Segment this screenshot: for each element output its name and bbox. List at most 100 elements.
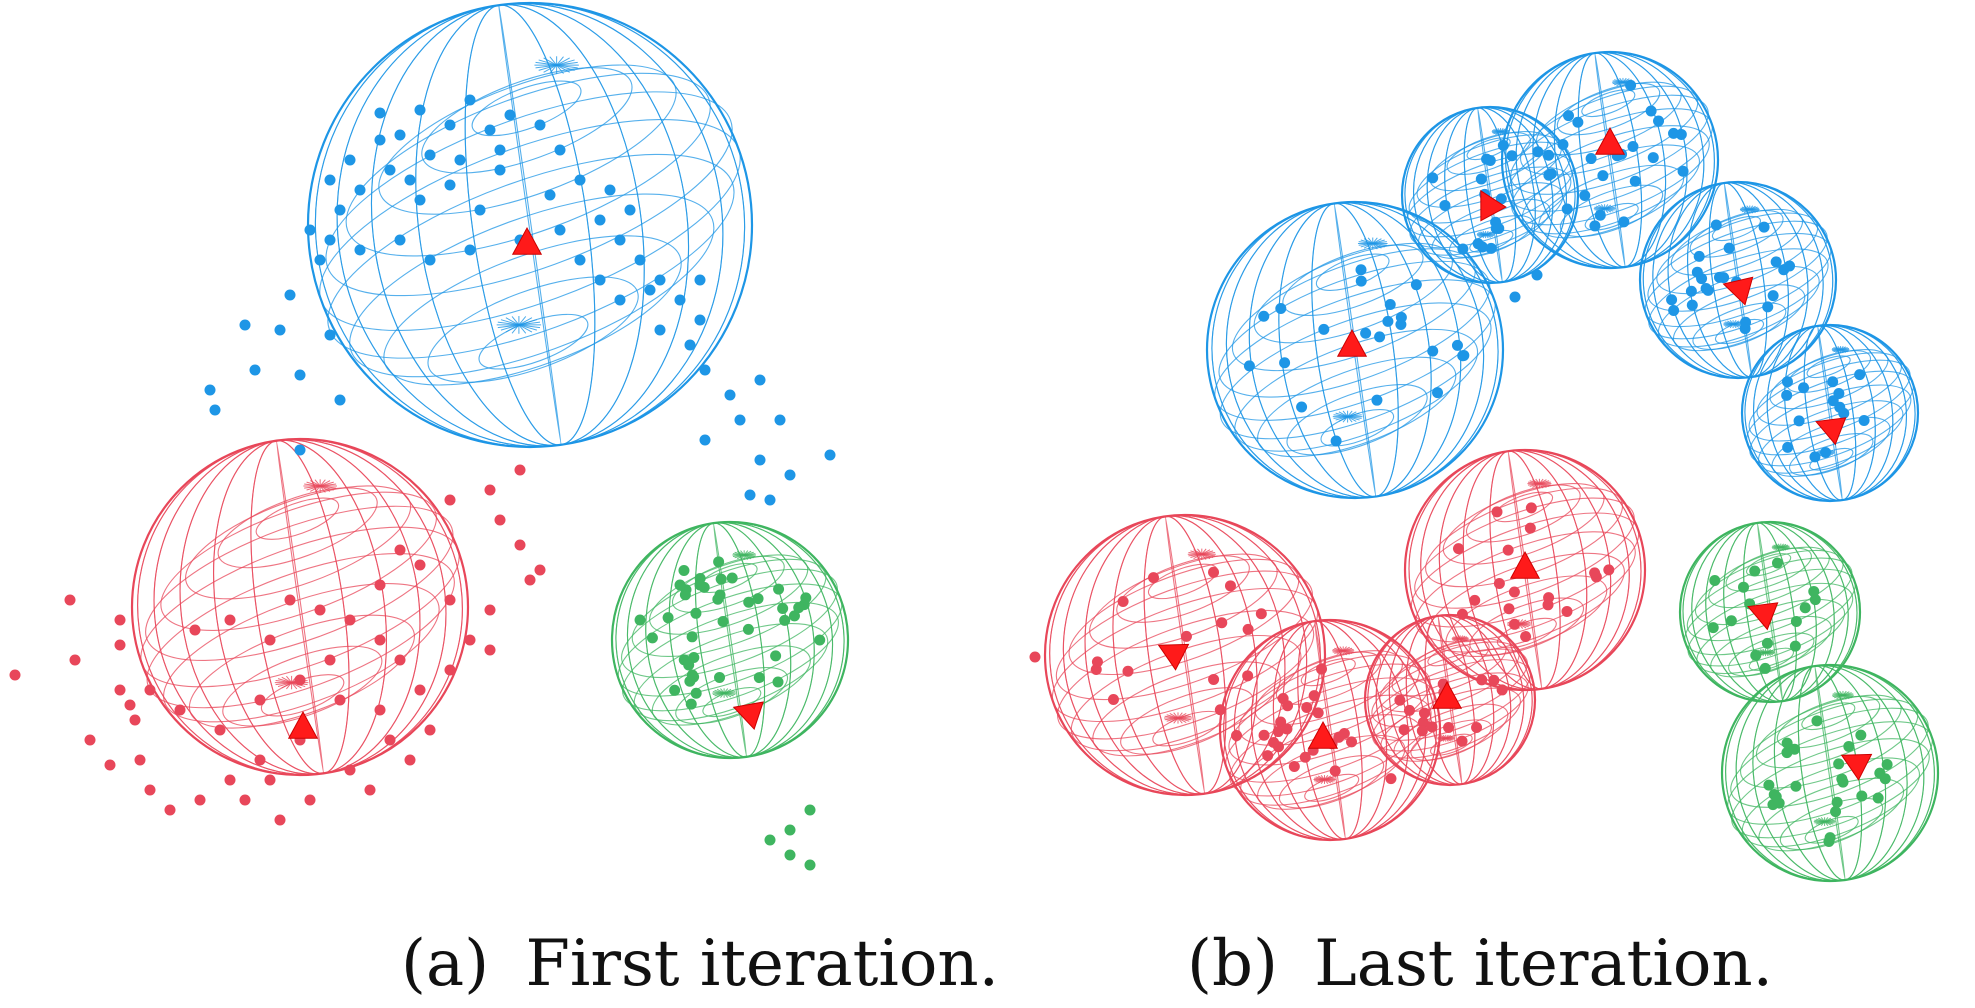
cluster-sphere-red-pole: [304, 483, 337, 489]
cluster-sphere-green-1-latitude: [1725, 547, 1812, 592]
point-green: [714, 589, 726, 601]
point-blue: [634, 254, 646, 266]
point-blue: [1827, 395, 1839, 407]
cluster-sphere-blue-5-latitude: [1806, 355, 1851, 379]
point-green: [1811, 715, 1823, 727]
cluster-sphere-blue-2: [1400, 105, 1580, 285]
point-blue: [1784, 260, 1796, 272]
point-blue: [1710, 219, 1722, 231]
point-blue: [1545, 168, 1557, 180]
point-green: [793, 602, 805, 614]
point-blue: [249, 364, 261, 376]
point-blue: [314, 254, 326, 266]
point-red: [424, 724, 436, 736]
point-red: [1561, 605, 1573, 617]
cluster-sphere-red-2-meridian: [1223, 619, 1437, 841]
point-red: [224, 614, 236, 626]
point-blue: [774, 414, 786, 426]
cluster-sphere-blue-5-meridian: [1741, 324, 1919, 502]
point-red: [9, 669, 21, 681]
cluster-sphere-red-4-latitude: [1465, 484, 1581, 543]
point-red: [164, 804, 176, 816]
point-blue: [274, 324, 286, 336]
point-blue: [464, 94, 476, 106]
point-green: [764, 834, 776, 846]
point-blue: [594, 214, 606, 226]
point-green: [804, 804, 816, 816]
point-blue: [1296, 401, 1308, 413]
point-red: [1308, 690, 1320, 702]
point-red: [69, 654, 81, 666]
point-blue: [1627, 140, 1639, 152]
point-green: [1830, 806, 1842, 818]
point-blue: [754, 374, 766, 386]
cluster-sphere-blue-1-latitude: [1231, 248, 1476, 372]
point-red: [114, 614, 126, 626]
cluster-sphere-red-4-latitude: [1427, 552, 1625, 653]
point-blue: [1557, 138, 1569, 150]
point-blue: [1476, 241, 1488, 253]
centroid-red-4: [1509, 550, 1541, 579]
point-blue: [1531, 269, 1543, 281]
caption-a-label: (a): [401, 927, 489, 1001]
point-green: [753, 672, 765, 684]
point-green: [1789, 640, 1801, 652]
point-blue: [614, 234, 626, 246]
point-red: [514, 464, 526, 476]
point-green: [777, 602, 789, 614]
point-red: [444, 594, 456, 606]
point-blue: [1258, 310, 1270, 322]
cluster-sphere-green-latitude: [631, 558, 827, 657]
point-blue: [1677, 165, 1689, 177]
cluster-sphere-green-1-pole: [1772, 545, 1790, 549]
point-blue: [1693, 250, 1705, 262]
point-red: [84, 734, 96, 746]
cluster-sphere-blue-latitude: [427, 276, 639, 383]
point-blue: [1395, 311, 1407, 323]
point-red: [214, 724, 226, 736]
cluster-sphere-red-1: [1043, 513, 1327, 797]
point-red: [1180, 630, 1192, 642]
point-blue: [1691, 266, 1703, 278]
point-blue: [1668, 127, 1680, 139]
point-green: [779, 614, 791, 626]
point-red: [1242, 623, 1254, 635]
point-blue: [654, 324, 666, 336]
point-red: [1496, 684, 1508, 696]
point-blue: [1561, 203, 1573, 215]
point-blue: [1723, 242, 1735, 254]
point-red: [1543, 592, 1555, 604]
panel-first-iteration: [9, 1, 850, 871]
point-blue: [1427, 345, 1439, 357]
point-red: [1476, 674, 1488, 686]
cluster-sphere-blue-3-meridian: [1505, 51, 1715, 269]
point-blue: [1410, 279, 1422, 291]
point-blue: [384, 164, 396, 176]
point-green: [752, 593, 764, 605]
cluster-sphere-red-2-latitude: [1300, 658, 1356, 687]
cluster-sphere-blue-3-latitude: [1559, 184, 1664, 238]
cluster-sphere-green-meridian: [694, 522, 766, 758]
point-blue: [744, 489, 756, 501]
point-green: [784, 849, 796, 861]
cluster-sphere-red-latitude: [255, 497, 340, 540]
point-blue: [414, 194, 426, 206]
point-red: [1443, 721, 1455, 733]
point-red: [1282, 700, 1294, 712]
point-red: [494, 514, 506, 526]
cluster-sphere-green-meridian: [668, 522, 792, 758]
point-red: [444, 494, 456, 506]
point-red: [124, 699, 136, 711]
point-blue: [1858, 414, 1870, 426]
cluster-sphere-red-latitude: [217, 487, 378, 569]
point-red: [344, 614, 356, 626]
point-green: [788, 610, 800, 622]
point-blue: [1767, 290, 1779, 302]
point-green: [678, 565, 690, 577]
cluster-sphere-blue-5: [1740, 323, 1920, 503]
point-blue: [494, 144, 506, 156]
point-green: [1759, 662, 1771, 674]
point-red: [1216, 617, 1228, 629]
point-blue: [694, 314, 706, 326]
point-green: [1771, 557, 1783, 569]
